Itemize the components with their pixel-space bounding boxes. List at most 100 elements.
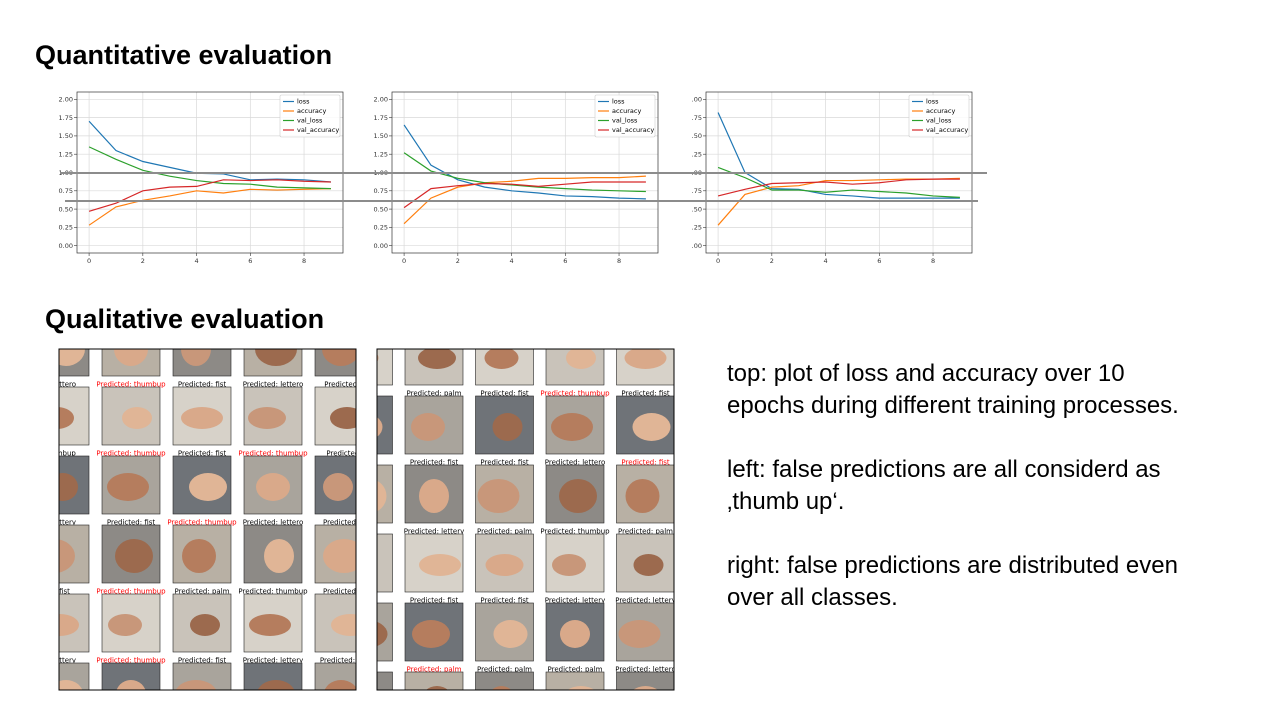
prediction-caption: Predicted: palm: [618, 528, 673, 536]
photo: [475, 671, 534, 690]
legend-label: val_accuracy: [926, 126, 968, 134]
legend-label: val_accuracy: [612, 126, 654, 134]
prediction-caption: Predicted: fist: [621, 390, 670, 398]
prediction-caption: Predicted: fist: [621, 459, 670, 467]
photo: [476, 258, 534, 316]
photo-hand: [625, 479, 660, 513]
photo-hand: [426, 686, 448, 690]
photo-hand: [419, 554, 461, 576]
photo-hand: [59, 614, 79, 636]
prediction-caption: Predicted: thumbup: [96, 588, 166, 596]
series-line: [403, 181, 646, 209]
prediction-caption: d: lettery: [44, 519, 76, 527]
x-tick-label: 0: [402, 257, 406, 265]
image-grid: humbup Predicted: palm Predicted: fist Pred…: [349, 258, 675, 690]
y-tick-label: 0.00: [374, 242, 388, 250]
image-grid: d: lettero Predicted: thumbup Predicted: f…: [44, 266, 369, 690]
prediction-caption: Predicted: thumbup: [238, 588, 308, 596]
photo-hand: [108, 614, 142, 636]
y-tick-label: 0.25: [374, 224, 388, 232]
photo-hand: [115, 539, 153, 573]
prediction-caption: Predicted: fist: [410, 459, 459, 467]
photo-hand: [491, 686, 512, 690]
x-tick-label: 6: [563, 257, 567, 265]
photo: [546, 258, 604, 316]
prediction-caption: Predicted: fist: [320, 657, 369, 665]
photo: [243, 662, 303, 690]
prediction-caption: Predicted: fist: [410, 597, 459, 605]
photo-hand: [410, 272, 452, 306]
y-tick-label: .00: [692, 96, 702, 104]
note-line: over all classes.: [727, 584, 898, 611]
legend-label: accuracy: [926, 107, 955, 115]
note-line: top: plot of loss and accuracy over 10: [727, 360, 1125, 387]
prediction-caption: Predicted: fist: [178, 657, 227, 665]
photo-hand: [188, 266, 222, 294]
photo-hand: [330, 407, 356, 429]
prediction-caption: Predicted: thumbup: [96, 381, 166, 389]
legend-label: val_accuracy: [297, 126, 339, 134]
y-tick-label: 0.50: [374, 205, 388, 213]
y-tick-label: .75: [692, 187, 702, 195]
legend-label: val_loss: [297, 117, 323, 125]
photo-hand: [377, 417, 383, 437]
photo-hand: [411, 413, 445, 441]
prediction-caption: Predicted: fist: [178, 450, 227, 458]
photo-hand: [264, 539, 294, 573]
photo-hand: [255, 349, 297, 366]
series-line: [403, 152, 646, 193]
photo-hand: [59, 680, 83, 690]
y-tick-label: .75: [692, 114, 702, 122]
prediction-caption: Predicted: thumbup: [167, 519, 237, 527]
photo-hand: [322, 349, 356, 366]
prediction-caption: humbup: [349, 390, 379, 398]
series-line: [717, 166, 960, 198]
prediction-caption: Predicted: p: [323, 588, 365, 596]
prediction-caption: ist: [359, 528, 368, 536]
photo-hand: [122, 407, 152, 429]
photo-hand: [256, 473, 290, 501]
y-tick-label: 1.75: [374, 114, 388, 122]
note-line: right: false predictions are distributed…: [727, 552, 1178, 579]
y-tick-label: 0.00: [59, 242, 73, 250]
photo-hand: [418, 349, 456, 369]
photo: [617, 258, 675, 316]
note-line: left: false predictions are all consider…: [727, 456, 1161, 483]
y-tick-label: 0.75: [59, 187, 73, 195]
prediction-caption: d: fist: [50, 588, 70, 596]
y-tick-label: .50: [692, 205, 702, 213]
prediction-caption: Predicted: thumbup: [96, 450, 166, 458]
x-tick-label: 8: [302, 257, 306, 265]
x-tick-label: 2: [456, 257, 460, 265]
prediction-caption: Predicted: fist: [480, 390, 529, 398]
photo-hand: [624, 349, 667, 369]
photo-hand: [324, 680, 356, 690]
x-tick-label: 6: [248, 257, 252, 265]
prediction-caption: Predicted: fist: [107, 519, 156, 527]
note-line: epochs during different training process…: [727, 392, 1179, 419]
photo-hand: [106, 266, 144, 294]
photo: [377, 533, 393, 593]
heading: Qualitative evaluation: [45, 304, 324, 334]
photo-hand: [377, 480, 387, 512]
photo-hand: [477, 479, 520, 513]
photo-hand: [182, 539, 216, 573]
legend-label: accuracy: [612, 107, 641, 115]
x-tick-label: 4: [823, 257, 827, 265]
prediction-caption: Predicted: palm: [175, 588, 230, 596]
notes: top: plot of loss and accuracy over 10 ep…: [727, 360, 1179, 611]
y-tick-label: 0.50: [59, 205, 73, 213]
photo-hand: [323, 473, 353, 501]
photo-hand: [107, 473, 149, 501]
prediction-caption: Predicted: fist: [178, 381, 227, 389]
prediction-caption: Predicted: l: [324, 381, 363, 389]
y-tick-label: 1.50: [59, 132, 73, 140]
y-tick-label: 1.50: [374, 132, 388, 140]
y-tick-label: 1.25: [374, 151, 388, 159]
prediction-caption: d: lettero: [44, 381, 76, 389]
prediction-caption: Predicted: palm: [548, 666, 603, 674]
photo-hand: [249, 614, 291, 636]
prediction-caption: Predicted: palm: [407, 390, 462, 398]
